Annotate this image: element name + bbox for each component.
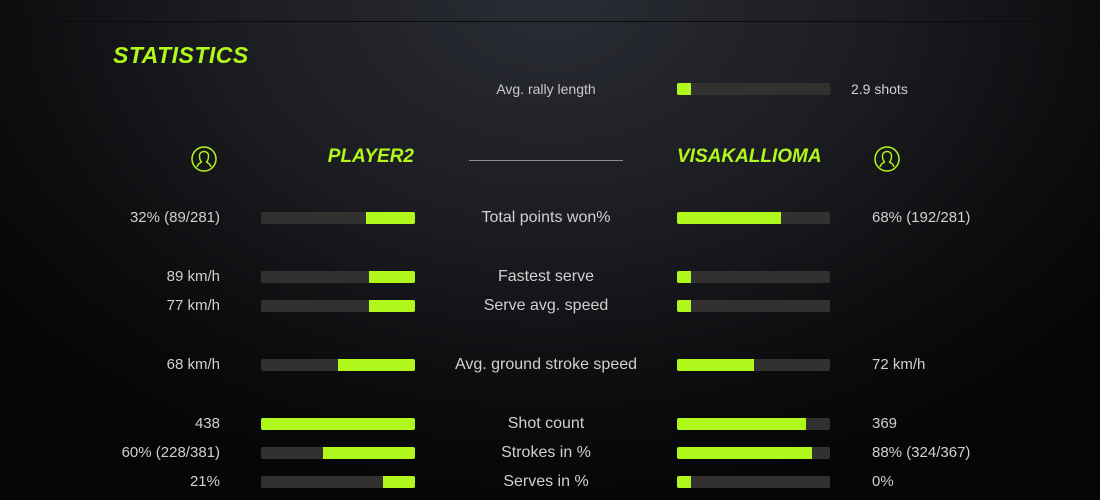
right-bar-fill: [677, 212, 782, 224]
left-bar-fill: [261, 418, 415, 430]
right-value: 369: [872, 415, 898, 432]
rally-row: Avg. rally length 2.9 shots: [0, 79, 1100, 99]
right-bar: [677, 476, 830, 488]
right-bar-fill: [677, 300, 691, 312]
left-bar-fill: [368, 300, 415, 312]
right-bar: [677, 300, 830, 312]
stat-row: 438 Shot count 369: [0, 414, 1100, 434]
stat-row: 77 km/h Serve avg. speed: [0, 296, 1100, 316]
left-bar: [261, 418, 415, 430]
left-player-name: PLAYER2: [327, 146, 414, 167]
rally-bar: [677, 83, 830, 95]
header-divider: [469, 160, 623, 161]
stat-label: Strokes in %: [501, 444, 591, 461]
left-bar-fill: [365, 212, 415, 224]
top-divider: [20, 21, 1080, 22]
stat-row: 68 km/h Avg. ground stroke speed 72 km/h: [0, 355, 1100, 375]
user-circle-icon: [874, 146, 900, 172]
left-value: 21%: [189, 473, 220, 490]
stat-row: 89 km/h Fastest serve: [0, 267, 1100, 287]
left-bar-fill: [382, 476, 415, 488]
left-bar-fill: [368, 271, 415, 283]
right-value: 68% (192/281): [872, 209, 971, 226]
stat-label: Serves in %: [503, 473, 589, 490]
stat-label: Serve avg. speed: [483, 297, 609, 314]
left-bar: [261, 476, 415, 488]
right-bar: [677, 271, 830, 283]
left-bar: [261, 359, 415, 371]
left-bar: [261, 447, 415, 459]
left-value: 60% (228/381): [121, 444, 220, 461]
stat-row: 32% (89/281) Total points won% 68% (192/…: [0, 208, 1100, 228]
stat-label: Fastest serve: [497, 268, 595, 285]
right-bar-fill: [677, 418, 806, 430]
left-bar-fill: [322, 447, 415, 459]
right-bar: [677, 359, 830, 371]
right-bar-fill: [677, 359, 754, 371]
left-value: 438: [194, 415, 220, 432]
left-bar: [261, 271, 415, 283]
user-circle-icon: [191, 146, 217, 172]
left-bar-fill: [338, 359, 415, 371]
left-value: 68 km/h: [166, 356, 220, 373]
right-bar: [677, 447, 830, 459]
right-bar-fill: [677, 271, 691, 283]
right-bar-fill: [677, 447, 812, 459]
stat-label: Shot count: [507, 415, 585, 432]
right-value: 88% (324/367): [872, 444, 971, 461]
rally-bar-fill: [677, 83, 691, 95]
rally-value: 2.9 shots: [851, 81, 908, 97]
stat-row: 60% (228/381) Strokes in % 88% (324/367): [0, 443, 1100, 463]
right-bar: [677, 418, 830, 430]
left-value: 77 km/h: [166, 297, 220, 314]
right-value: 72 km/h: [872, 356, 926, 373]
stat-label: Total points won%: [481, 209, 611, 226]
page-title: STATISTICS: [113, 42, 249, 68]
left-bar: [261, 300, 415, 312]
stat-row: 21% Serves in % 0%: [0, 472, 1100, 492]
left-value: 89 km/h: [166, 268, 220, 285]
right-player-name: VISAKALLIOMA: [677, 146, 822, 167]
stat-label: Avg. ground stroke speed: [454, 356, 638, 373]
left-bar: [261, 212, 415, 224]
right-bar: [677, 212, 830, 224]
rally-label: Avg. rally length: [496, 81, 596, 97]
right-bar-fill: [677, 476, 691, 488]
left-value: 32% (89/281): [129, 209, 220, 226]
right-value: 0%: [872, 473, 894, 490]
